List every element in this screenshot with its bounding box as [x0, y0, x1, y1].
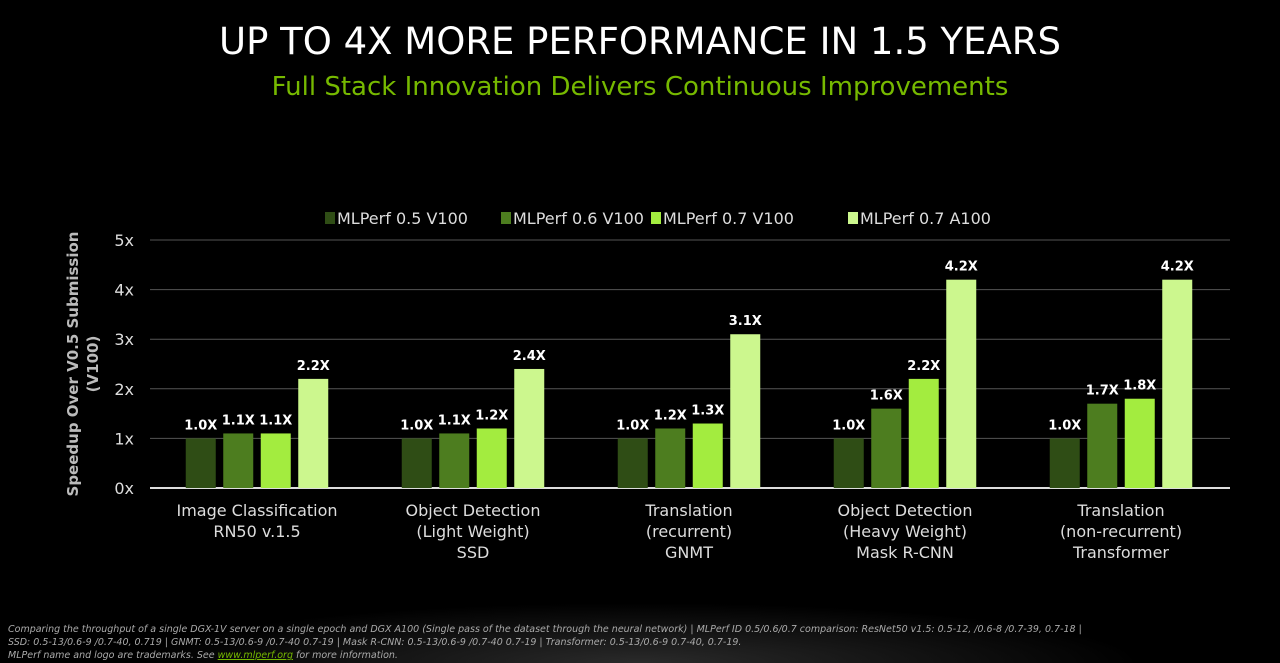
- bar-data-label: 1.1X: [222, 413, 255, 428]
- legend-swatch: [651, 212, 661, 224]
- bar-data-label: 2.2X: [297, 359, 330, 374]
- legend-swatch: [325, 212, 335, 224]
- bar-data-label: 1.2X: [475, 408, 508, 423]
- legend-label: MLPerf 0.6 V100: [513, 209, 644, 228]
- y-tick-label: 3x: [114, 330, 134, 349]
- bar-data-label: 1.1X: [438, 413, 471, 428]
- bar-data-label: 1.1X: [259, 413, 292, 428]
- footnote: Comparing the throughput of a single DGX…: [8, 623, 1082, 662]
- y-tick-label: 2x: [114, 380, 134, 399]
- x-category-label: GNMT: [665, 543, 713, 562]
- bar: [514, 368, 545, 488]
- footnote-line-2: SSD: 0.5-13/0.6-9 /0.7-40, 0.719 | GNMT:…: [8, 637, 742, 648]
- y-tick-label: 5x: [114, 231, 134, 250]
- legend-label: MLPerf 0.5 V100: [337, 209, 468, 228]
- bar-data-label: 1.0X: [1048, 418, 1081, 433]
- bar-data-label: 2.2X: [907, 359, 940, 374]
- y-tick-label: 4x: [114, 281, 134, 300]
- y-tick-label: 0x: [114, 479, 134, 498]
- slide-subtitle: Full Stack Innovation Delivers Continuou…: [271, 72, 1009, 102]
- bar: [298, 378, 329, 488]
- bar-data-label: 4.2X: [1161, 260, 1194, 275]
- x-category-label: Object Detection: [406, 501, 541, 520]
- x-category-label: Translation: [644, 501, 732, 520]
- x-category-label: Translation: [1076, 501, 1164, 520]
- bar: [1162, 279, 1193, 488]
- bar: [946, 279, 977, 488]
- footnote-line-1: Comparing the throughput of a single DGX…: [8, 624, 1082, 635]
- x-category-label: SSD: [457, 543, 490, 562]
- mlperf-link[interactable]: www.mlperf.org: [217, 650, 293, 661]
- legend-swatch: [501, 212, 511, 224]
- x-category-label: (recurrent): [646, 522, 732, 541]
- bar-data-label: 1.6X: [870, 389, 903, 404]
- bar: [692, 423, 723, 488]
- x-category-label: (Heavy Weight): [843, 522, 967, 541]
- footnote-line-3: MLPerf name and logo are trademarks. See…: [8, 649, 1082, 662]
- footnote-text: MLPerf name and logo are trademarks. See: [8, 650, 218, 661]
- bar: [185, 438, 216, 488]
- x-category-label: Image Classification: [176, 501, 337, 520]
- bar: [223, 433, 254, 488]
- bar: [1124, 398, 1155, 488]
- bar-data-label: 1.0X: [184, 418, 217, 433]
- x-category-label: (non-recurrent): [1060, 522, 1182, 541]
- bar-chart: 0x 1x 2x 3x 4x 5x Speedup Over V0.5 Submission…: [64, 209, 1230, 562]
- x-category-label: (Light Weight): [416, 522, 529, 541]
- bar: [1049, 438, 1080, 488]
- bar-data-label: 1.0X: [400, 418, 433, 433]
- legend-swatch: [848, 212, 858, 224]
- bar-data-label: 1.0X: [832, 418, 865, 433]
- x-category-label: Mask R-CNN: [856, 543, 954, 562]
- x-category-label: Transformer: [1072, 543, 1169, 562]
- bar-data-label: 1.0X: [616, 418, 649, 433]
- y-tick-label: 1x: [114, 429, 134, 448]
- bar-data-label: 1.7X: [1086, 384, 1119, 399]
- bar: [439, 433, 470, 488]
- legend-label: MLPerf 0.7 A100: [860, 209, 991, 228]
- slide-title: UP TO 4X MORE PERFORMANCE IN 1.5 YEARS: [218, 20, 1062, 63]
- bar: [476, 428, 507, 488]
- bar-data-label: 1.3X: [691, 404, 724, 419]
- bar: [260, 433, 291, 488]
- bar: [833, 438, 864, 488]
- bar: [617, 438, 648, 488]
- y-axis-label: Speedup Over V0.5 Submission (V100): [64, 232, 102, 497]
- bar: [730, 334, 761, 488]
- bar-data-label: 1.8X: [1123, 379, 1156, 394]
- bar-data-label: 3.1X: [729, 314, 762, 329]
- footnote-text-end: for more information.: [292, 650, 398, 661]
- bar-data-label: 1.2X: [654, 408, 687, 423]
- bar: [401, 438, 432, 488]
- bar: [1087, 403, 1118, 488]
- bar: [655, 428, 686, 488]
- bar-data-label: 2.4X: [513, 349, 546, 364]
- bar: [908, 378, 939, 488]
- legend-label: MLPerf 0.7 V100: [663, 209, 794, 228]
- x-category-label: RN50 v.1.5: [213, 522, 300, 541]
- bar: [871, 408, 902, 488]
- x-category-label: Object Detection: [838, 501, 973, 520]
- bar-data-label: 4.2X: [945, 260, 978, 275]
